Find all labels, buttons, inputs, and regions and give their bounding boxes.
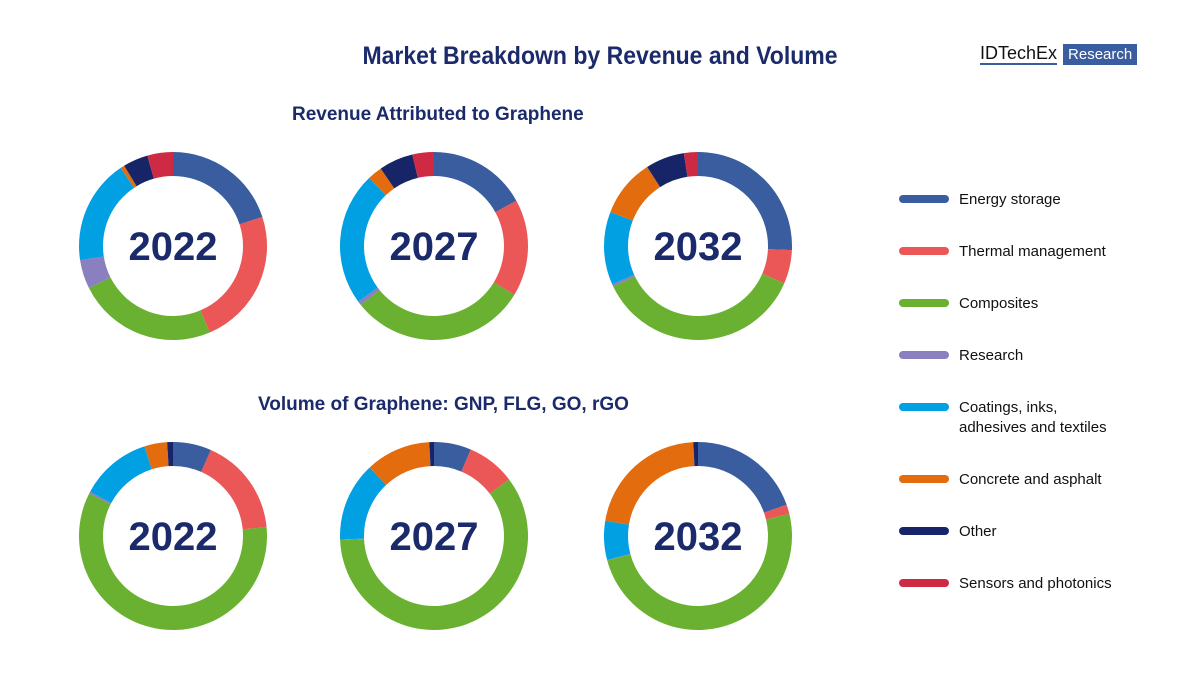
- donut-revenue-2032: 2032: [603, 152, 792, 341]
- slice-energy-storage: [173, 442, 211, 472]
- legend-item: Composites: [899, 294, 1159, 314]
- donut-revenue-2022: 2022: [78, 152, 267, 340]
- slice-concrete-and-asphalt: [120, 165, 137, 188]
- slice-other: [429, 442, 434, 467]
- slice-thermal-management: [201, 449, 267, 530]
- legend-item: Other: [899, 522, 1159, 542]
- logo-tag: Research: [1063, 43, 1138, 65]
- donut-year-label: 2022: [129, 225, 218, 269]
- slice-research: [358, 287, 380, 306]
- slice-composites: [607, 513, 792, 630]
- legend-swatch: [899, 299, 949, 307]
- legend-item: Coatings, inks, adhesives and textiles: [899, 398, 1159, 438]
- legend-label: Concrete and asphalt: [959, 471, 1102, 488]
- slice-research: [612, 274, 635, 287]
- slice-sensors-and-photonics: [147, 152, 173, 179]
- donut-volume-2027: 2027: [340, 442, 528, 630]
- legend-label: Thermal management: [959, 243, 1106, 260]
- legend-item: Sensors and photonics: [899, 574, 1159, 594]
- donut-revenue-2027: 2027: [340, 152, 528, 340]
- slice-composites: [88, 277, 210, 340]
- slice-composites: [360, 282, 515, 340]
- legend-swatch: [899, 527, 949, 535]
- legend-swatch: [899, 403, 949, 411]
- slice-sensors-and-photonics: [412, 152, 434, 178]
- revenue-subtitle: Revenue Attributed to Graphene: [292, 104, 584, 125]
- slice-coatings-inks-adhesives-and-textiles: [340, 177, 386, 302]
- legend-swatch: [899, 579, 949, 587]
- legend-label: Energy storage: [959, 191, 1061, 208]
- legend-swatch: [899, 247, 949, 255]
- donut-volume-2022: 2022: [78, 442, 268, 631]
- donut-year-label: 2022: [129, 515, 218, 559]
- slice-other: [124, 155, 154, 187]
- slice-thermal-management: [493, 200, 528, 295]
- slice-thermal-management: [461, 449, 509, 494]
- slice-thermal-management: [764, 504, 790, 520]
- legend-swatch: [899, 351, 949, 359]
- legend-item: Concrete and asphalt: [899, 470, 1159, 490]
- slice-research: [340, 538, 365, 541]
- slice-energy-storage: [434, 152, 517, 213]
- donut-charts: 2022 2027 2032 2022 2027 2032: [78, 152, 792, 631]
- slice-composites: [78, 493, 268, 631]
- legend-item: Energy storage: [899, 190, 1159, 210]
- legend-item: Research: [899, 346, 1159, 366]
- slice-energy-storage: [434, 442, 471, 472]
- slice-sensors-and-photonics: [683, 152, 698, 177]
- slice-concrete-and-asphalt: [369, 168, 395, 196]
- slice-other: [380, 154, 418, 189]
- slice-research: [607, 553, 631, 561]
- logo-brand: IDTechEx: [980, 43, 1058, 65]
- legend-label: Composites: [959, 295, 1039, 312]
- slice-research: [89, 491, 112, 505]
- slice-energy-storage: [698, 442, 787, 513]
- slice-coatings-inks-adhesives-and-textiles: [340, 467, 387, 540]
- legend-label: Other: [959, 523, 997, 540]
- donut-year-label: 2032: [654, 225, 743, 269]
- slice-other: [647, 153, 688, 188]
- slice-coatings-inks-adhesives-and-textiles: [603, 520, 631, 560]
- slice-energy-storage: [173, 152, 263, 225]
- slice-coatings-inks-adhesives-and-textiles: [603, 211, 635, 285]
- legend-item: Thermal management: [899, 242, 1159, 262]
- donut-year-label: 2027: [390, 225, 479, 269]
- slice-other: [167, 442, 173, 467]
- legend-label: Sensors and photonics: [959, 575, 1112, 592]
- slice-coatings-inks-adhesives-and-textiles: [90, 446, 152, 504]
- slice-research: [80, 256, 111, 289]
- slice-composites: [340, 479, 528, 630]
- chart-title: Market Breakdown by Revenue and Volume: [362, 42, 838, 70]
- slice-coatings-inks-adhesives-and-textiles: [78, 167, 135, 261]
- slice-composites: [613, 273, 785, 341]
- slice-thermal-management: [200, 216, 267, 333]
- legend-label: Coatings, inks, adhesives and textiles: [959, 399, 1107, 436]
- donut-year-label: 2027: [390, 515, 479, 559]
- legend-label: Research: [959, 347, 1024, 364]
- slice-concrete-and-asphalt: [369, 442, 431, 485]
- slice-energy-storage: [698, 152, 792, 251]
- slice-other: [693, 442, 698, 467]
- donut-year-label: 2032: [654, 515, 743, 559]
- slice-concrete-and-asphalt: [605, 442, 695, 525]
- idtechex-logo: IDTechEx Research: [980, 43, 1138, 65]
- legend-swatch: [899, 195, 949, 203]
- volume-subtitle: Volume of Graphene: GNP, FLG, GO, rGO: [258, 394, 629, 415]
- slice-concrete-and-asphalt: [610, 166, 661, 221]
- donut-volume-2032: 2032: [603, 442, 792, 630]
- legend-swatch: [899, 475, 949, 483]
- slice-concrete-and-asphalt: [144, 442, 169, 470]
- slice-thermal-management: [762, 249, 792, 284]
